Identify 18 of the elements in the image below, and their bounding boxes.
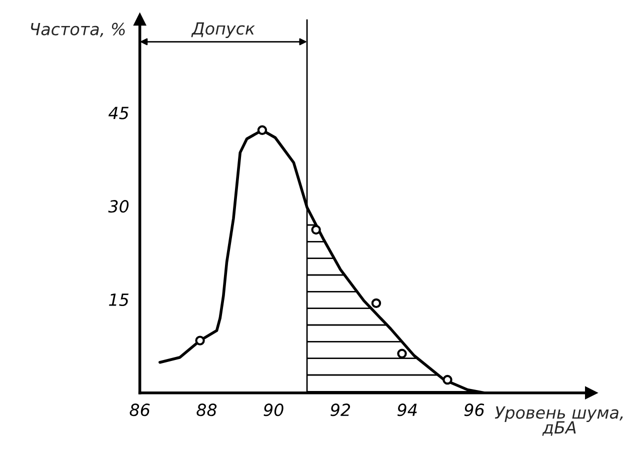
annotation: Допуск xyxy=(191,22,255,38)
point xyxy=(442,374,452,385)
x-tick-label: 88 xyxy=(196,404,217,416)
y-tick-label: 15 xyxy=(109,294,128,306)
x-axis-title: Уровень шума, дБА xyxy=(494,406,623,436)
y-axis-title: Частота, % xyxy=(31,22,125,38)
x-tick-label: 86 xyxy=(130,404,150,416)
y-tick-label: 45 xyxy=(108,106,128,120)
point xyxy=(397,348,407,358)
x-tick-label: 96 xyxy=(464,404,484,416)
point xyxy=(371,298,382,308)
x-tick-label: 94 xyxy=(397,404,417,416)
x-tick-label: 90 xyxy=(264,404,284,416)
x-tick-label: 92 xyxy=(330,404,350,416)
point xyxy=(257,125,268,136)
point xyxy=(311,224,321,235)
point xyxy=(195,336,205,346)
y-tick-label: 30 xyxy=(108,200,129,213)
